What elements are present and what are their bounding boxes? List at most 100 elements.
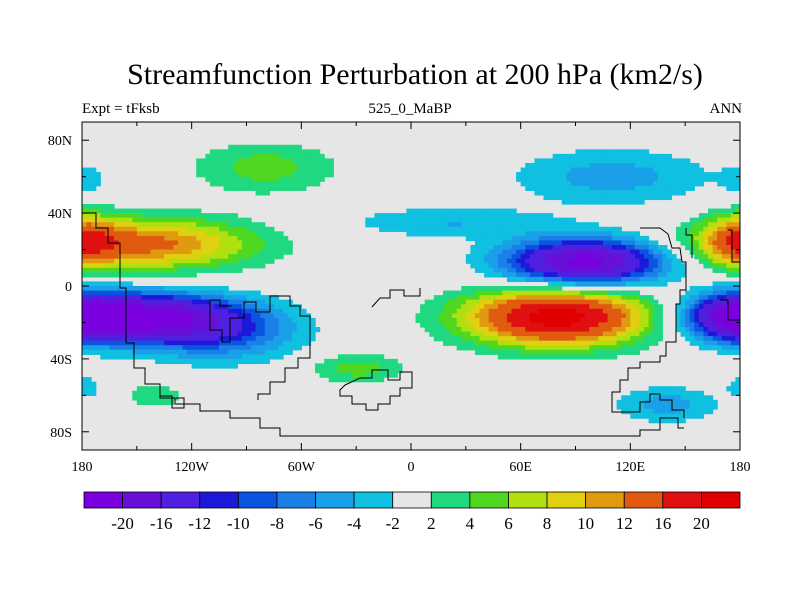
y-tick-label: 40N bbox=[48, 207, 72, 222]
contour-cell bbox=[589, 327, 595, 333]
contour-cell bbox=[145, 386, 152, 392]
contour-cell bbox=[497, 231, 503, 237]
contour-cell bbox=[488, 317, 494, 324]
contour-cell bbox=[621, 399, 627, 406]
contour-cell bbox=[269, 226, 275, 232]
contour-cell bbox=[237, 358, 243, 365]
contour-cell bbox=[315, 363, 321, 369]
contour-cell bbox=[255, 181, 261, 187]
contour-cell bbox=[648, 249, 654, 255]
contour-cell bbox=[237, 231, 243, 237]
contour-cell bbox=[493, 245, 499, 251]
contour-cell bbox=[570, 235, 577, 242]
contour-cell bbox=[442, 213, 449, 219]
contour-cell bbox=[442, 336, 449, 342]
contour-cell bbox=[520, 317, 526, 324]
contour-cell bbox=[328, 377, 334, 383]
contour-cell bbox=[598, 181, 604, 187]
contour-cell bbox=[104, 249, 111, 255]
contour-cell bbox=[273, 181, 280, 187]
contour-cell bbox=[392, 222, 398, 228]
contour-cell bbox=[634, 349, 641, 355]
contour-cell bbox=[589, 153, 595, 160]
contour-cell bbox=[150, 322, 156, 328]
contour-cell bbox=[735, 286, 740, 292]
contour-cell bbox=[246, 240, 252, 246]
contour-cell bbox=[488, 345, 494, 351]
contour-cell bbox=[557, 176, 563, 182]
contour-cell bbox=[662, 245, 668, 251]
contour-cell bbox=[616, 336, 622, 342]
contour-cell bbox=[401, 213, 408, 219]
contour-cell bbox=[388, 363, 394, 369]
contour-cell bbox=[164, 358, 170, 365]
contour-cell bbox=[246, 185, 252, 191]
contour-cell bbox=[145, 286, 152, 292]
contour-cell bbox=[639, 235, 645, 242]
contour-cell bbox=[273, 235, 280, 242]
contour-cell bbox=[251, 245, 257, 251]
contour-cell bbox=[159, 317, 165, 324]
contour-cell bbox=[493, 299, 499, 305]
contour-cell bbox=[506, 254, 513, 260]
contour-cell bbox=[689, 313, 695, 319]
contour-cell bbox=[433, 322, 440, 328]
contour-cell bbox=[717, 304, 723, 310]
contour-cell bbox=[602, 245, 609, 251]
contour-cell bbox=[648, 158, 654, 164]
contour-cell bbox=[168, 313, 174, 319]
contour-cell bbox=[324, 372, 330, 378]
contour-cell bbox=[676, 413, 682, 419]
contour-cell bbox=[219, 317, 225, 324]
contour-cell bbox=[132, 390, 138, 396]
contour-cell bbox=[689, 163, 695, 169]
contour-cell bbox=[465, 308, 471, 314]
contour-cell bbox=[104, 295, 111, 301]
contour-cell bbox=[219, 240, 225, 246]
contour-cell bbox=[232, 322, 238, 328]
contour-cell bbox=[200, 172, 206, 178]
contour-cell bbox=[694, 235, 700, 242]
contour-cell bbox=[708, 317, 714, 324]
contour-cell bbox=[132, 336, 138, 342]
contour-cell bbox=[589, 181, 595, 187]
contour-cell bbox=[685, 399, 691, 406]
x-tick-label: 180 bbox=[72, 460, 93, 475]
contour-cell bbox=[616, 153, 622, 160]
contour-cell bbox=[223, 317, 229, 324]
contour-cell bbox=[113, 345, 120, 351]
contour-cell bbox=[726, 336, 732, 342]
contour-cell bbox=[164, 290, 170, 296]
contour-cell bbox=[145, 390, 152, 396]
contour-cell bbox=[246, 322, 252, 328]
contour-cell bbox=[219, 217, 225, 223]
contour-cell bbox=[278, 235, 284, 242]
contour-cell bbox=[200, 267, 206, 273]
contour-cell bbox=[703, 331, 709, 337]
contour-cell bbox=[538, 345, 545, 351]
contour-cell bbox=[100, 204, 106, 210]
contour-cell bbox=[438, 299, 444, 305]
contour-cell bbox=[676, 276, 682, 283]
contour-cell bbox=[100, 295, 106, 301]
contour-cell bbox=[570, 163, 577, 169]
contour-cell bbox=[95, 258, 101, 264]
contour-cell bbox=[730, 313, 737, 319]
contour-cell bbox=[552, 308, 558, 314]
contour-cell bbox=[561, 336, 567, 342]
contour-cell bbox=[132, 254, 138, 260]
contour-cell bbox=[433, 313, 440, 319]
contour-cell bbox=[287, 185, 293, 191]
contour-cell bbox=[461, 345, 467, 351]
contour-cell bbox=[228, 163, 234, 169]
contour-cell bbox=[621, 281, 627, 287]
contour-cell bbox=[602, 349, 609, 355]
contour-cell bbox=[584, 299, 590, 305]
contour-cell bbox=[177, 245, 184, 251]
contour-cell bbox=[470, 313, 476, 319]
contour-cell bbox=[315, 181, 321, 187]
contour-cell bbox=[424, 226, 430, 232]
contour-cell bbox=[319, 372, 325, 378]
contour-cell bbox=[525, 290, 531, 296]
contour-cell bbox=[168, 240, 174, 246]
